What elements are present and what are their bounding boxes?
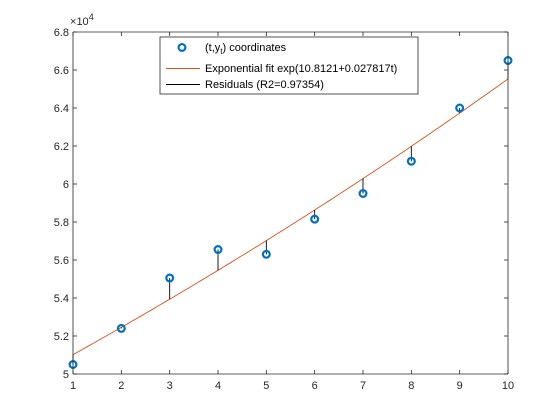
legend-label-residuals: Residuals (R2=0.97354) xyxy=(205,79,324,91)
x-tick-label: 9 xyxy=(457,380,463,392)
legend-item-points: (t,yt) coordinates xyxy=(177,42,287,56)
legend-item-residuals: Residuals (R2=0.97354) xyxy=(166,79,324,91)
ticks: 1 2 3 4 5 6 7 8 9 10 5 5.2 5.4 5.6 5.8 6 6.2 6.4 6.6 6.8 xyxy=(54,27,514,392)
legend-box xyxy=(159,36,419,95)
y-tick-label: 6.2 xyxy=(54,141,69,153)
y-tick-label: 6.6 xyxy=(54,65,69,77)
y-tick-label: 5.2 xyxy=(54,331,69,343)
legend-item-fit: Exponential fit exp(10.8121+0.027817t) xyxy=(166,63,397,75)
data-point xyxy=(116,323,126,333)
data-point xyxy=(261,249,271,259)
y-tick-label: 6.8 xyxy=(54,27,69,39)
x-tick-label: 8 xyxy=(408,380,414,392)
legend-label-points: (t,yt) coordinates xyxy=(205,42,287,56)
y-tick-label: 5.6 xyxy=(54,255,69,267)
data-point xyxy=(213,245,223,255)
legend-label-fit: Exponential fit exp(10.8121+0.027817t) xyxy=(205,63,397,75)
y-exponent-label: ×104 xyxy=(70,12,94,28)
x-tick-label: 2 xyxy=(118,380,124,392)
data-point xyxy=(455,103,465,113)
x-tick-label: 10 xyxy=(502,380,514,392)
fit-curve xyxy=(72,78,509,356)
legend-marker-circle xyxy=(177,42,187,52)
y-tick-label: 5.4 xyxy=(54,293,69,305)
data-point xyxy=(406,156,416,166)
x-tick-label: 5 xyxy=(263,380,269,392)
plot-area xyxy=(68,55,513,370)
data-point xyxy=(358,189,368,199)
legend: (t,yt) coordinates Exponential fit exp(1… xyxy=(159,36,419,95)
x-tick-label: 7 xyxy=(360,380,366,392)
y-tick-label: 5 xyxy=(63,369,69,381)
data-point xyxy=(310,214,320,224)
x-tick-label: 1 xyxy=(70,380,76,392)
y-exponent-power: 4 xyxy=(89,12,94,22)
x-tick-label: 3 xyxy=(167,380,173,392)
y-tick-label: 6 xyxy=(63,179,69,191)
y-exponent-base: 10 xyxy=(76,16,88,28)
x-tick-label: 6 xyxy=(312,380,318,392)
x-tick-label: 4 xyxy=(215,380,221,392)
data-point xyxy=(165,273,175,283)
y-tick-label: 5.8 xyxy=(54,217,69,229)
y-tick-label: 6.4 xyxy=(54,103,69,115)
